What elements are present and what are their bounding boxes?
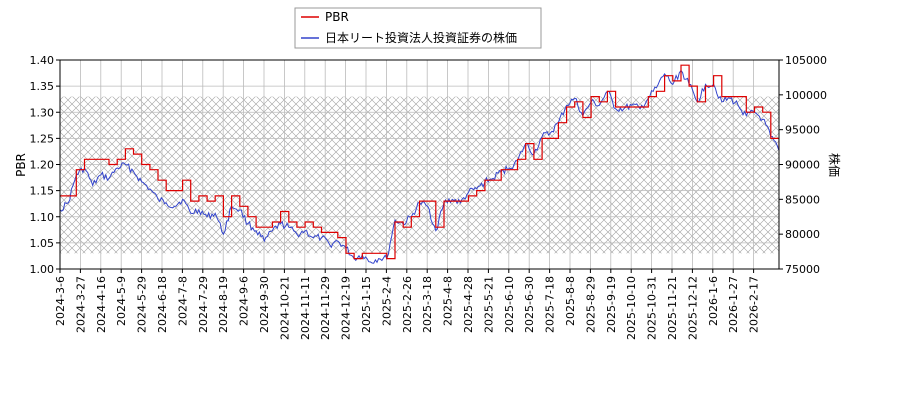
x-tick-label: 2025-10-10 [625, 276, 638, 340]
legend-label-pbr: PBR [325, 10, 349, 24]
legend-box [294, 7, 542, 49]
x-tick-label: 2024-7-8 [176, 276, 189, 326]
x-tick-label: 2025-11-21 [666, 276, 679, 340]
x-tick-label: 2024-9-30 [258, 276, 271, 333]
x-tick-label: 2025-3-18 [421, 276, 434, 333]
right-axis-label: 株価 [827, 153, 842, 177]
x-tick-label: 2025-7-18 [544, 276, 557, 333]
left-tick-label: 1.10 [30, 211, 55, 224]
right-tick-label: 105000 [785, 54, 827, 67]
x-tick-label: 2024-5-9 [115, 276, 128, 326]
left-tick-label: 1.40 [30, 54, 55, 67]
x-tick-label: 2024-4-16 [95, 276, 108, 333]
x-tick-label: 2024-5-29 [136, 276, 149, 333]
x-tick-label: 2024-7-29 [197, 276, 210, 333]
x-tick-label: 2025-9-19 [605, 276, 618, 333]
x-tick-label: 2025-8-8 [564, 276, 577, 326]
x-tick-label: 2026-1-27 [727, 276, 740, 333]
right-tick-label: 95000 [785, 124, 820, 137]
x-tick-label: 2025-2-26 [401, 276, 414, 333]
left-tick-label: 1.00 [30, 263, 55, 276]
x-tick-label: 2024-11-29 [319, 276, 332, 340]
x-tick-label: 2024-6-18 [156, 276, 169, 333]
x-tick-label: 2024-11-11 [299, 276, 312, 340]
right-tick-label: 80000 [785, 228, 820, 241]
x-tick-label: 2025-4-28 [462, 276, 475, 333]
right-tick-label: 100000 [785, 89, 827, 102]
right-tick-label: 90000 [785, 159, 820, 172]
x-tick-label: 2024-9-6 [238, 276, 251, 326]
pbr-series-line [60, 64, 779, 260]
legend: PBR 日本リート投資法人投資証券の株価 [294, 7, 542, 49]
x-tick-label: 2025-6-10 [503, 276, 516, 333]
x-tick-label: 2025-4-8 [442, 276, 455, 326]
left-tick-label: 1.35 [30, 80, 55, 93]
x-tick-label: 2025-10-31 [646, 276, 659, 340]
x-tick-label: 2025-6-30 [523, 276, 536, 333]
left-axis-ticks: 1.00 1.05 1.10 1.15 1.20 1.25 1.30 1.35 1.40 [30, 54, 60, 276]
left-axis-label: PBR [14, 153, 28, 177]
right-axis-ticks: 75000 80000 85000 90000 95000 100000 105000 [779, 54, 827, 276]
right-tick-label: 75000 [785, 263, 820, 276]
hatch-band [60, 96, 779, 254]
x-tick-label: 2024-8-19 [217, 276, 230, 333]
x-tick-label: 2025-8-29 [584, 276, 597, 333]
legend-label-price: 日本リート投資法人投資証券の株価 [325, 30, 517, 45]
x-tick-label: 2025-1-15 [360, 276, 373, 333]
x-tick-label: 2024-3-27 [74, 276, 87, 333]
left-tick-label: 1.15 [30, 185, 55, 198]
x-tick-label: 2025-2-4 [380, 276, 393, 326]
x-tick-label: 2024-3-6 [54, 276, 67, 326]
x-tick-label: 2025-12-12 [686, 276, 699, 340]
x-tick-label: 2024-10-21 [278, 276, 291, 340]
left-tick-label: 1.05 [30, 237, 55, 250]
x-tick-label: 2026-2-17 [748, 276, 761, 333]
right-tick-label: 85000 [785, 193, 820, 206]
left-tick-label: 1.30 [30, 106, 55, 119]
x-tick-label: 2024-12-19 [340, 276, 353, 340]
left-tick-label: 1.25 [30, 132, 55, 145]
x-tick-label: 2026-1-6 [707, 276, 720, 326]
left-tick-label: 1.20 [30, 159, 55, 172]
x-tick-label: 2025-5-21 [482, 276, 495, 333]
x-axis-ticks: 2024-3-6 2024-3-27 2024-4-16 2024-5-9 2024-5… [54, 269, 761, 340]
